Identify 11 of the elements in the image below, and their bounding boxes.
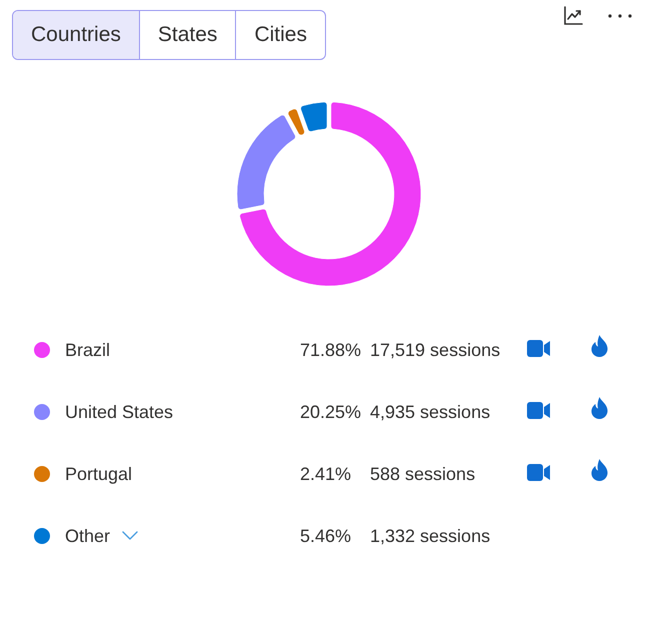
data-label: 20.25% 4,935 sessions xyxy=(300,401,490,423)
legend-label: Portugal xyxy=(65,463,132,485)
data-label: 2.41% 588 sessions xyxy=(300,463,476,485)
data-label: 71.88% 17,519 sessions xyxy=(300,339,500,361)
legend-label: Other xyxy=(65,525,110,547)
legend-label: Brazil xyxy=(65,339,110,361)
text: States xyxy=(138,11,236,59)
text: Cities xyxy=(235,11,325,59)
data-label: 5.46% 1,332 sessions xyxy=(300,525,490,547)
text: Countries xyxy=(13,11,139,59)
legend-label: United States xyxy=(65,401,174,423)
